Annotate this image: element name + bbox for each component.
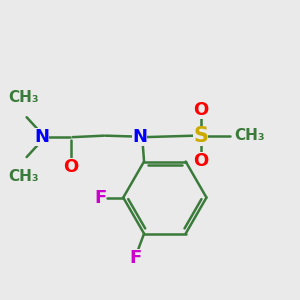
Text: CH₃: CH₃ <box>234 128 265 143</box>
Text: F: F <box>129 249 141 267</box>
Text: S: S <box>193 126 208 146</box>
Text: O: O <box>64 158 79 176</box>
Text: F: F <box>94 189 106 207</box>
Text: CH₃: CH₃ <box>8 90 39 105</box>
Text: N: N <box>132 128 147 146</box>
Text: O: O <box>193 152 208 170</box>
Text: O: O <box>193 101 208 119</box>
Text: CH₃: CH₃ <box>8 169 39 184</box>
Text: N: N <box>34 128 49 146</box>
